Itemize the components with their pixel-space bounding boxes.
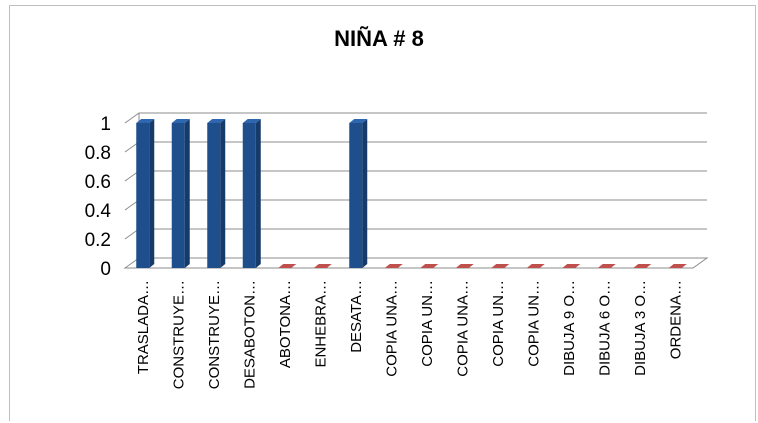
chart-frame	[9, 5, 756, 421]
bar	[171, 119, 190, 268]
bar	[207, 119, 226, 268]
bar-zero	[278, 264, 297, 268]
bar-side	[184, 119, 190, 268]
bar-side	[220, 119, 226, 268]
bars	[136, 119, 687, 268]
bar-zero	[526, 264, 545, 268]
x-category-label: COPIA UNA…	[454, 280, 471, 377]
bar-zero	[562, 264, 581, 268]
bar	[349, 119, 368, 268]
bar-side	[149, 119, 155, 268]
bar-front	[349, 123, 363, 268]
y-tick-label: 0.6	[85, 172, 111, 193]
bar-zero	[491, 264, 510, 268]
bar-zero	[668, 264, 687, 268]
bar-zero	[597, 264, 616, 268]
bar-zero	[420, 264, 439, 268]
bar-top	[171, 119, 190, 123]
y-tick-label: 0.2	[85, 230, 111, 251]
bar-zero	[313, 264, 332, 268]
x-category-label: TRASLADA…	[135, 280, 152, 374]
x-axis-labels: TRASLADA… CONSTRUYE… CONSTRUYE… DESABOTON… A…	[135, 280, 685, 389]
x-category-label: CONSTRUYE…	[170, 280, 187, 389]
bar-top	[349, 119, 368, 123]
bar-side	[255, 119, 261, 268]
y-tick-label: 1	[100, 114, 111, 135]
bar-top	[207, 119, 226, 123]
x-category-label: COPIA UN…	[419, 280, 436, 367]
y-axis-ticks: 0 0.2 0.4 0.6 0.8 1	[85, 114, 112, 280]
bar-zero	[384, 264, 403, 268]
bar-zero	[633, 264, 652, 268]
bar-side	[362, 119, 368, 268]
x-category-label: DIBUJA 3 O…	[632, 280, 649, 376]
x-category-label: ABOTONA…	[277, 280, 294, 368]
bar-front	[207, 123, 221, 268]
bar-front	[136, 123, 150, 268]
bar-front	[171, 123, 185, 268]
x-category-label: DIBUJA 9 O…	[561, 280, 578, 376]
x-category-label: DESATA…	[348, 280, 365, 353]
bar-front	[242, 123, 256, 268]
x-category-label: ENHEBRA…	[312, 280, 329, 368]
x-category-label: ORDENA…	[667, 280, 684, 359]
y-tick-label: 0.4	[85, 201, 112, 222]
gridline	[124, 112, 707, 124]
x-category-label: COPIA UN…	[490, 280, 507, 367]
x-category-label: DIBUJA 6 O…	[596, 280, 613, 376]
x-category-label: CONSTRUYE…	[206, 280, 223, 389]
bar-zero	[455, 264, 474, 268]
x-category-label: COPIA UNA…	[383, 280, 400, 377]
chart-title: NIÑA # 8	[334, 26, 424, 51]
x-category-label: DESABOTON…	[241, 280, 258, 389]
bar	[242, 119, 261, 268]
y-tick-label: 0.8	[85, 143, 111, 164]
y-tick-label: 0	[100, 259, 111, 280]
bar	[136, 119, 155, 268]
bar-top	[242, 119, 261, 123]
x-category-label: COPIA UN…	[525, 280, 542, 367]
bar-top	[136, 119, 155, 123]
